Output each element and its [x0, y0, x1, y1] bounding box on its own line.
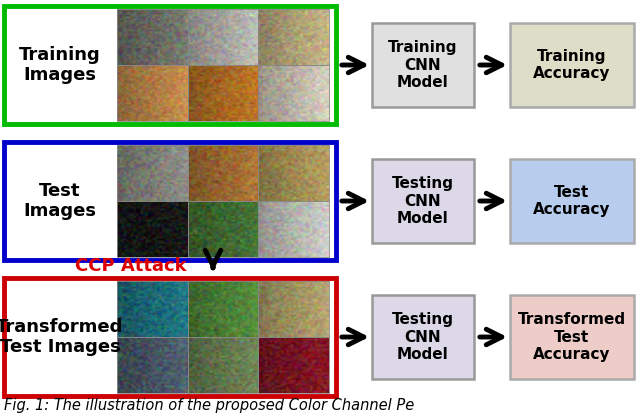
Bar — [4, 142, 336, 260]
Bar — [117, 281, 188, 337]
Bar — [510, 295, 634, 379]
Bar — [259, 337, 329, 393]
Bar — [259, 9, 329, 65]
Text: Testing
CNN
Model: Testing CNN Model — [392, 312, 454, 362]
Bar — [372, 159, 474, 243]
Bar — [117, 9, 188, 65]
Bar — [510, 159, 634, 243]
Bar — [4, 6, 336, 124]
Bar — [259, 145, 329, 201]
Bar — [188, 9, 259, 65]
Text: Training
CNN
Model: Training CNN Model — [388, 40, 458, 90]
Bar — [188, 65, 259, 121]
Bar — [117, 337, 188, 393]
Bar — [372, 295, 474, 379]
Bar — [259, 65, 329, 121]
Text: Training
Accuracy: Training Accuracy — [533, 49, 611, 81]
Bar — [510, 23, 634, 107]
Bar — [117, 65, 188, 121]
Bar — [188, 201, 259, 257]
Bar — [188, 281, 259, 337]
Text: Testing
CNN
Model: Testing CNN Model — [392, 176, 454, 226]
Bar — [4, 278, 336, 396]
Text: Fig. 1: The illustration of the proposed Color Channel Pe: Fig. 1: The illustration of the proposed… — [4, 398, 414, 413]
Bar — [259, 281, 329, 337]
Bar — [372, 23, 474, 107]
Text: Transformed
Test
Accuracy: Transformed Test Accuracy — [518, 312, 626, 362]
Text: Transformed
Test Images: Transformed Test Images — [0, 318, 124, 357]
Bar — [188, 145, 259, 201]
Text: Test
Accuracy: Test Accuracy — [533, 185, 611, 217]
Bar — [259, 201, 329, 257]
Bar — [117, 201, 188, 257]
Bar — [188, 337, 259, 393]
Text: Training
Images: Training Images — [19, 46, 101, 84]
Text: CCP Attack: CCP Attack — [76, 257, 187, 275]
Bar — [117, 145, 188, 201]
Text: Test
Images: Test Images — [24, 181, 97, 220]
